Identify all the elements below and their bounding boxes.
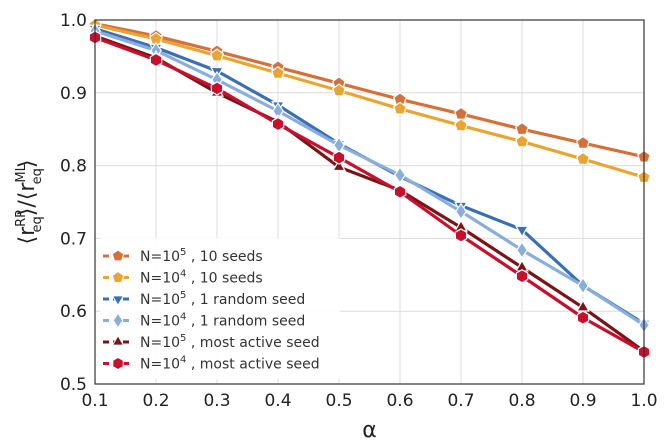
data-point xyxy=(577,276,589,295)
y-tick-label: 0.7 xyxy=(60,229,87,249)
data-point xyxy=(332,150,346,165)
data-point xyxy=(149,52,163,68)
series-group xyxy=(88,16,651,163)
data-point xyxy=(515,225,529,238)
y-label-sup2: ML xyxy=(14,163,29,182)
legend-background xyxy=(100,238,340,379)
data-point xyxy=(271,116,285,132)
data-point xyxy=(271,65,285,80)
data-point xyxy=(332,159,346,172)
legend-marker xyxy=(111,270,125,283)
data-point xyxy=(332,83,346,97)
data-point xyxy=(576,151,590,165)
data-point xyxy=(515,121,529,136)
legend-marker xyxy=(111,334,125,346)
data-point xyxy=(393,101,407,115)
data-point xyxy=(515,269,529,284)
x-tick-label: 0.4 xyxy=(264,391,291,411)
legend-label: N=104 , 1 random seed xyxy=(140,312,305,330)
y-tick-label: 1.0 xyxy=(60,11,87,31)
data-point xyxy=(393,184,407,200)
y-tick-label: 0.6 xyxy=(60,302,87,322)
data-point xyxy=(516,241,528,259)
x-tick-label: 0.8 xyxy=(508,391,535,411)
legend-marker xyxy=(112,356,124,371)
x-tick-label: 0.2 xyxy=(142,391,169,411)
y-tick-label: 0.5 xyxy=(60,375,87,395)
data-point xyxy=(454,118,468,132)
series-line xyxy=(94,29,645,327)
legend-label: N=104 , most active seed xyxy=(140,355,320,373)
y-label-open: ⟨r xyxy=(15,226,40,245)
x-tick-label: 1.0 xyxy=(630,391,657,411)
y-label-sup1: RP xyxy=(14,210,29,227)
x-tick-label: 0.6 xyxy=(386,391,413,411)
data-point xyxy=(210,48,224,62)
x-tick-label: 0.1 xyxy=(81,391,108,411)
x-tick-label: 0.7 xyxy=(447,391,474,411)
series-line xyxy=(94,35,645,354)
data-point xyxy=(210,81,224,96)
data-point xyxy=(394,166,406,184)
series-line xyxy=(94,22,645,159)
legend-label: N=105 , 10 seeds xyxy=(140,247,263,265)
data-point xyxy=(454,228,468,243)
legend-label: N=104 , 10 seeds xyxy=(140,269,263,287)
plot-frame xyxy=(94,19,645,385)
y-label-sub1: eq xyxy=(30,216,45,232)
y-label-mid: ⟩/⟨r xyxy=(15,182,40,217)
data-point xyxy=(454,106,468,120)
y-tick-label: 0.9 xyxy=(60,84,87,104)
series-layer xyxy=(88,16,651,360)
legend-marker xyxy=(111,295,125,307)
series-group xyxy=(88,17,651,184)
legend-marker xyxy=(112,312,124,329)
ticks: 0.1 0.2 0.3 0.4 0.5 0.6 0.7 0.8 0.9 1.0 0.5 0.6 0.7 0… xyxy=(60,11,658,411)
y-tick-label: 0.8 xyxy=(60,157,87,177)
x-tick-label: 0.5 xyxy=(325,391,352,411)
data-point xyxy=(576,310,590,325)
data-point xyxy=(576,135,590,149)
x-tick-label: 0.3 xyxy=(203,391,230,411)
y-label-close: ⟩ xyxy=(15,159,40,168)
legend-label: N=105 , most active seed xyxy=(140,333,320,351)
y-label-sub2: eq xyxy=(30,168,45,184)
y-axis-label: ⟨rRPeq⟩/⟨rMLeq⟩ xyxy=(14,159,45,244)
legend: N=105 , 10 seeds N=104 , 10 seeds N=105 , … xyxy=(100,238,340,379)
x-tick-label: 0.9 xyxy=(569,391,596,411)
series-line xyxy=(94,23,645,179)
x-axis-label: α xyxy=(362,418,377,443)
data-point xyxy=(455,202,467,221)
legend-label: N=105 , 1 random seed xyxy=(140,290,305,308)
data-point xyxy=(515,134,529,148)
legend-marker xyxy=(111,249,125,262)
